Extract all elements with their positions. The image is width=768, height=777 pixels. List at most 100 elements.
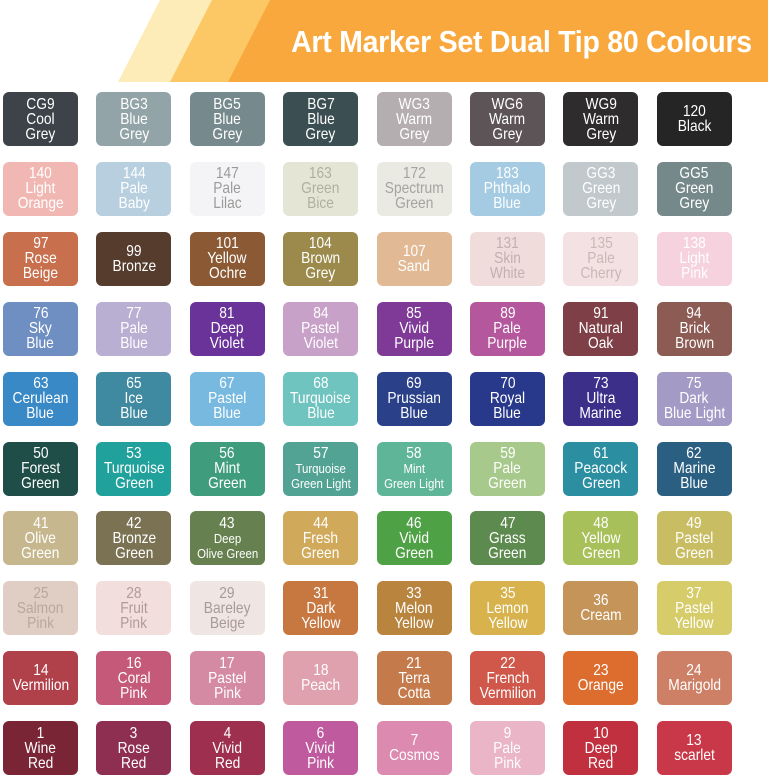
swatch-name-line: Olive Green bbox=[196, 545, 258, 561]
color-swatch: 48 Yellow Green bbox=[563, 511, 639, 566]
swatch-name-line: Turquoise bbox=[103, 460, 165, 477]
swatch-name-line: Green bbox=[21, 475, 60, 492]
swatch-name-line: Phthalo bbox=[484, 180, 531, 198]
swatch-name-line: Warm bbox=[582, 110, 619, 128]
swatch-name-line: Pink bbox=[27, 614, 54, 632]
swatch-name-line: Green bbox=[114, 475, 154, 492]
swatch-name-line: Rose bbox=[117, 739, 150, 757]
swatch-name-line: Sand bbox=[398, 257, 431, 275]
color-swatch: 65 Ice Blue bbox=[96, 371, 172, 426]
swatch-code: 91 bbox=[593, 305, 609, 323]
swatch-name-line: Grey bbox=[305, 125, 336, 143]
swatch-name-line: Beige bbox=[22, 265, 59, 283]
color-swatch: 49 Pastel Green bbox=[656, 511, 732, 566]
swatch-name-line: Purple bbox=[394, 335, 434, 353]
color-swatch: 94 Brick Brown bbox=[656, 301, 732, 356]
swatch-code: 75 bbox=[686, 375, 702, 393]
swatch-name-line: Lemon bbox=[486, 599, 529, 617]
swatch-name-line: Red bbox=[121, 754, 147, 772]
swatch-code: 172 bbox=[402, 165, 426, 183]
swatch-code: 10 bbox=[593, 724, 609, 742]
swatch-name-line: Yellow bbox=[301, 614, 341, 632]
swatch-name-line: Coral bbox=[117, 669, 151, 687]
swatch-name-line: Blue bbox=[26, 335, 55, 353]
swatch-code: 107 bbox=[402, 242, 426, 260]
color-swatch: 29 Bareley Beige bbox=[189, 581, 265, 636]
swatch-code: 41 bbox=[32, 514, 49, 532]
swatch-name-line: Green Light bbox=[290, 476, 351, 491]
color-swatch: 73 Ultra Marine bbox=[563, 371, 639, 426]
swatch-name-line: Grey bbox=[585, 125, 616, 143]
color-swatch: 25 Salmon Pink bbox=[3, 581, 78, 636]
swatch-code: 16 bbox=[126, 654, 142, 672]
swatch-name-line: Pale bbox=[493, 739, 522, 757]
swatch-code: 76 bbox=[32, 305, 49, 323]
swatch-code: 3 bbox=[130, 724, 138, 742]
color-swatch: 23 Orange bbox=[563, 651, 639, 706]
swatch-name-line: Grey bbox=[118, 125, 149, 143]
swatch-name-line: Pink bbox=[680, 265, 708, 283]
swatch-name-line: Peach bbox=[301, 677, 341, 695]
swatch-name-line: Green bbox=[394, 195, 434, 213]
swatch-code: 147 bbox=[215, 165, 239, 183]
swatch-code: 21 bbox=[406, 654, 422, 672]
color-swatch: 163 Green Bice bbox=[283, 161, 359, 216]
color-swatch: 101 Yellow Ochre bbox=[189, 231, 265, 286]
swatch-name-line: Green bbox=[488, 544, 527, 562]
swatch-name-line: Fruit bbox=[120, 599, 148, 617]
color-swatch: 144 Pale Baby bbox=[96, 161, 172, 216]
color-swatch: CG9 Cool Grey bbox=[3, 92, 78, 146]
color-swatch: 18 Peach bbox=[283, 651, 359, 706]
color-swatch: 42 Bronze Green bbox=[96, 511, 172, 566]
swatch-name-line: Pale bbox=[493, 460, 522, 477]
color-swatch: 4 Vivid Red bbox=[189, 721, 265, 776]
swatch-code: 1 bbox=[36, 724, 45, 742]
swatch-name-line: Blue bbox=[306, 110, 335, 128]
color-swatch: 67 Pastel Blue bbox=[189, 371, 265, 426]
swatch-name-line: Vivid bbox=[399, 320, 429, 338]
color-swatch: 41 Olive Green bbox=[3, 511, 78, 566]
swatch-code: 70 bbox=[499, 375, 516, 393]
color-swatch: 13 scarlet bbox=[656, 721, 732, 776]
swatch-name-line: Cotta bbox=[397, 684, 431, 702]
swatch-name-line: Green bbox=[488, 475, 527, 492]
swatch-name-line: Blue Light bbox=[663, 405, 725, 423]
swatch-name-line: Pale bbox=[213, 180, 242, 198]
swatch-name-line: Ultra bbox=[586, 390, 616, 408]
swatch-name-line: Brick bbox=[679, 320, 710, 338]
swatch-code: 37 bbox=[686, 584, 702, 602]
color-swatch: 28 Fruit Pink bbox=[96, 581, 172, 636]
swatch-name-line: Grey bbox=[305, 265, 336, 283]
swatch-code: 4 bbox=[223, 724, 232, 742]
swatch-name-line: Red bbox=[214, 754, 240, 772]
swatch-code: 144 bbox=[122, 165, 146, 183]
swatch-name-line: Pastel bbox=[675, 529, 714, 547]
swatch-code: 58 bbox=[406, 445, 422, 462]
swatch-name-line: Violet bbox=[303, 335, 338, 353]
swatch-code: 31 bbox=[313, 584, 329, 602]
color-swatch: BG5 Blue Grey bbox=[189, 92, 265, 146]
swatch-name-line: French bbox=[486, 669, 529, 687]
swatch-name-line: Dark bbox=[306, 599, 336, 617]
swatch-name-line: Brown bbox=[674, 335, 714, 353]
swatch-name-line: Beige bbox=[209, 614, 245, 632]
swatch-name-line: Violet bbox=[210, 335, 245, 353]
swatch-name-line: Rose bbox=[24, 250, 57, 268]
swatch-code: 53 bbox=[126, 445, 142, 462]
swatch-code: 69 bbox=[406, 375, 422, 393]
swatch-name-line: Blue bbox=[493, 195, 522, 213]
swatch-code: CG9 bbox=[26, 95, 55, 113]
swatch-code: 14 bbox=[32, 662, 49, 680]
color-swatch: 63 Cerulean Blue bbox=[3, 371, 78, 426]
swatch-name-line: Prussian bbox=[387, 390, 441, 408]
color-swatch: 21 Terra Cotta bbox=[376, 651, 452, 706]
swatch-name-line: Pink bbox=[307, 754, 335, 772]
swatch-code: 63 bbox=[32, 375, 49, 393]
swatch-code: 89 bbox=[499, 305, 516, 323]
color-swatch: 135 Pale Cherry bbox=[563, 231, 639, 286]
swatch-code: 120 bbox=[682, 103, 706, 120]
swatch-code: 99 bbox=[126, 242, 142, 260]
swatch-code: 81 bbox=[219, 305, 235, 323]
color-swatch: 31 Dark Yellow bbox=[283, 581, 359, 636]
swatch-name-line: Green bbox=[581, 180, 621, 198]
